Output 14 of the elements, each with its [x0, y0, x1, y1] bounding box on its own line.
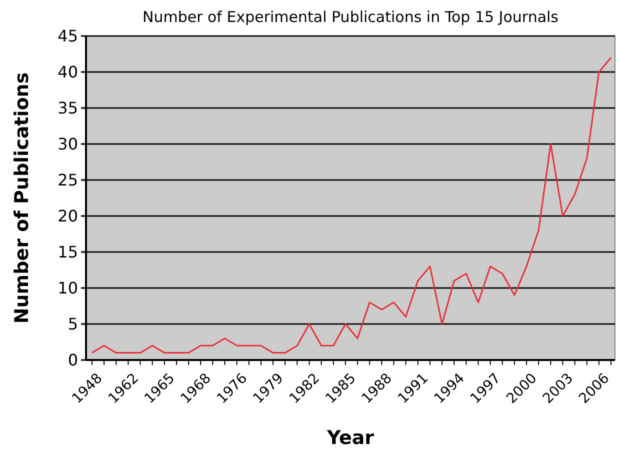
y-tick-label: 20 — [58, 206, 78, 226]
y-tick-label: 10 — [58, 278, 78, 298]
y-tick-label: 25 — [58, 170, 78, 190]
x-axis-title: Year — [326, 427, 375, 449]
line-series — [91, 56, 612, 354]
y-tick-label: 45 — [58, 26, 78, 46]
y-tick-label: 0 — [68, 350, 78, 370]
chart-title: Number of Experimental Publications in Top 15 Journals — [142, 8, 559, 26]
y-tick-label: 40 — [58, 62, 78, 82]
y-tick-label: 35 — [58, 98, 78, 118]
y-axis-title: Number of Publications — [11, 72, 33, 324]
y-tick-label: 5 — [68, 314, 78, 334]
y-tick-label: 30 — [58, 134, 78, 154]
y-tick-label: 15 — [58, 242, 78, 262]
